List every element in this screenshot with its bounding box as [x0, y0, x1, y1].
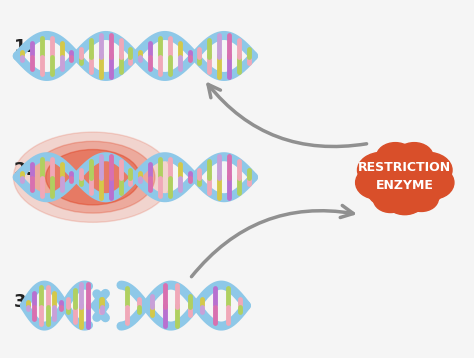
Text: 1.: 1. — [14, 38, 33, 56]
Ellipse shape — [374, 187, 408, 213]
Ellipse shape — [376, 142, 414, 171]
Ellipse shape — [412, 166, 454, 199]
Ellipse shape — [362, 145, 447, 213]
Ellipse shape — [356, 166, 397, 199]
Ellipse shape — [13, 132, 172, 222]
Ellipse shape — [31, 141, 155, 213]
Ellipse shape — [403, 152, 452, 188]
Ellipse shape — [46, 150, 140, 205]
Ellipse shape — [357, 152, 407, 188]
Text: RESTRICTION
ENZYME: RESTRICTION ENZYME — [358, 161, 451, 192]
Text: 3.: 3. — [14, 293, 33, 311]
Text: 2.: 2. — [14, 161, 33, 179]
Ellipse shape — [386, 188, 424, 215]
Ellipse shape — [404, 186, 438, 212]
Ellipse shape — [395, 142, 433, 171]
